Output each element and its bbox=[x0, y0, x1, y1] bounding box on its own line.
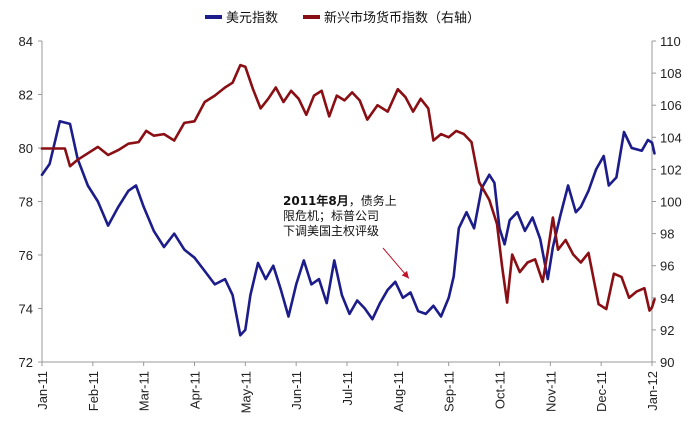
x-tick-label: Jul-11 bbox=[340, 371, 355, 405]
x-tick-label: Nov-11 bbox=[543, 371, 558, 412]
x-tick-label: Sep-11 bbox=[442, 371, 457, 412]
x-tick-label: Jan-11 bbox=[35, 371, 50, 410]
annotation-text: ，债务上 bbox=[349, 193, 397, 208]
x-tick-label: Oct-11 bbox=[493, 371, 508, 409]
annotation-line: 限危机；标普公司 bbox=[283, 209, 379, 223]
x-tick-label: May-11 bbox=[238, 371, 253, 413]
series-layer bbox=[40, 63, 656, 337]
legend-label-usd-index: 美元指数 bbox=[226, 11, 278, 26]
series-line-em-currency-index bbox=[40, 63, 656, 312]
right-tick-label: 100 bbox=[660, 195, 682, 210]
right-tick-label: 96 bbox=[660, 259, 674, 274]
x-tick-label: Apr-11 bbox=[188, 371, 203, 409]
x-tick-label: Aug-11 bbox=[391, 371, 406, 412]
x-tick-label: Jan-12 bbox=[645, 371, 660, 411]
series-line-usd-index bbox=[40, 120, 656, 337]
annotation-bold-date: 2011年8月 bbox=[283, 193, 349, 208]
right-tick-label: 110 bbox=[660, 34, 681, 49]
x-tick-label: Jun-11 bbox=[289, 371, 304, 410]
left-tick-label: 76 bbox=[19, 248, 33, 263]
right-tick-label: 92 bbox=[660, 323, 674, 338]
left-tick-label: 72 bbox=[19, 355, 33, 370]
left-tick-label: 74 bbox=[19, 302, 33, 317]
right-tick-label: 90 bbox=[660, 355, 674, 370]
right-tick-label: 106 bbox=[660, 98, 682, 113]
annotation-line: 2011年8月，债务上 bbox=[283, 193, 397, 208]
left-tick-label: 80 bbox=[19, 141, 33, 156]
right-tick-label: 98 bbox=[660, 227, 674, 242]
x-tick-label: Feb-11 bbox=[86, 371, 101, 411]
left-tick-label: 84 bbox=[19, 34, 33, 49]
annotation-line: 下调美国主权评级 bbox=[283, 224, 379, 238]
left-tick-label: 82 bbox=[19, 88, 33, 103]
right-tick-label: 104 bbox=[660, 130, 682, 145]
annotation-arrow-head bbox=[401, 270, 409, 279]
axes: 72 74 76 78 80 82 84 90 92 94 96 98 100 102 104 106 108 1… bbox=[19, 34, 682, 413]
x-tick-label: Dec-11 bbox=[594, 371, 609, 412]
left-tick-label: 78 bbox=[19, 195, 33, 210]
right-tick-label: 102 bbox=[660, 162, 682, 177]
x-tick-label: Mar-11 bbox=[137, 371, 152, 411]
right-tick-label: 94 bbox=[660, 291, 674, 306]
right-tick-label: 108 bbox=[660, 66, 682, 81]
legend: 美元指数 新兴市场货币指数（右轴） bbox=[205, 10, 480, 26]
legend-label-em-currency-index: 新兴市场货币指数（右轴） bbox=[324, 10, 480, 26]
